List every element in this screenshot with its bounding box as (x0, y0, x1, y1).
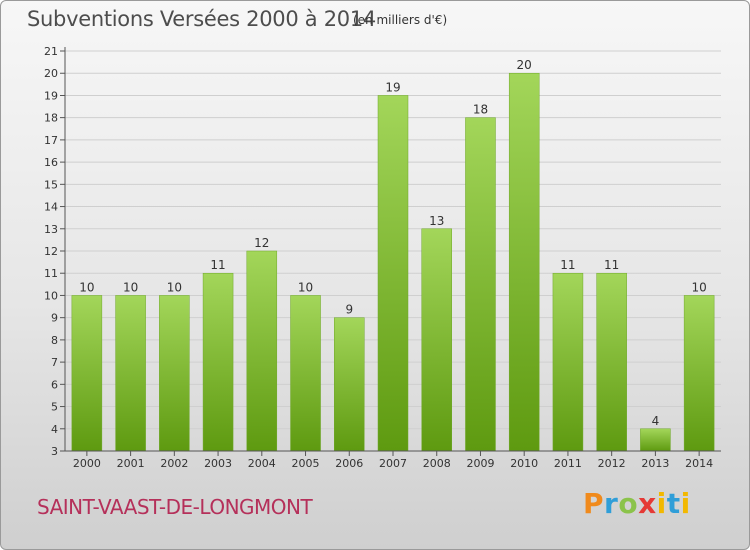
y-tick-label: 9 (51, 312, 58, 325)
data-label: 12 (254, 236, 269, 250)
y-axis-ticks: 3 4 5 6 7 8 9 10 11 12 13 14 15 16 17 18 19 20 21 (44, 45, 65, 458)
y-tick-label: 3 (51, 445, 58, 458)
x-tick-label: 2014 (685, 457, 713, 470)
bar (71, 295, 103, 452)
bar (377, 95, 409, 452)
x-tick-label: 2009 (466, 457, 494, 470)
y-tick-label: 18 (44, 112, 58, 125)
y-tick-label: 13 (44, 223, 58, 236)
bar (508, 72, 540, 452)
logo-letter: o (618, 487, 639, 520)
data-label: 18 (473, 103, 488, 117)
proxiti-logo[interactable]: Proxiti (583, 487, 691, 520)
data-label: 11 (210, 258, 225, 272)
data-label: 10 (691, 280, 706, 294)
bar (465, 117, 496, 452)
x-axis-ticks: 2000 2001 2002 2003 2004 2005 2006 2007 2008 2009… (73, 451, 713, 470)
y-tick-label: 19 (44, 89, 58, 102)
data-label: 11 (560, 258, 575, 272)
logo-letter: P (583, 487, 605, 520)
axes (64, 47, 721, 452)
data-label: 19 (385, 80, 400, 94)
logo-letter: r (604, 487, 619, 520)
x-tick-label: 2001 (117, 457, 145, 470)
data-label: 10 (79, 280, 94, 294)
y-tick-label: 11 (44, 267, 58, 280)
bars: 10 10 10 11 12 10 9 19 13 18 20 11 11 4 10 (71, 58, 715, 452)
bar (290, 295, 321, 452)
data-label: 11 (604, 258, 619, 272)
x-tick-label: 2003 (204, 457, 232, 470)
x-tick-label: 2013 (641, 457, 669, 470)
x-tick-label: 2007 (379, 457, 407, 470)
commune-name: SAINT-VAAST-DE-LONGMONT (37, 495, 313, 519)
chart-title: Subventions Versées 2000 à 2014 (27, 7, 376, 31)
data-label: 13 (429, 214, 444, 228)
bar (421, 228, 452, 452)
x-tick-label: 2004 (248, 457, 276, 470)
x-tick-label: 2012 (598, 457, 626, 470)
y-tick-label: 6 (51, 378, 58, 391)
data-label: 10 (167, 280, 182, 294)
x-tick-label: 2002 (160, 457, 188, 470)
y-tick-label: 20 (44, 67, 58, 80)
x-tick-label: 2000 (73, 457, 101, 470)
bar (159, 295, 190, 452)
bar (246, 250, 278, 452)
chart-unit: (en milliers d'€) (353, 13, 448, 27)
x-tick-label: 2010 (510, 457, 538, 470)
logo-letter: i (680, 487, 691, 520)
data-label: 9 (345, 303, 353, 317)
x-tick-label: 2008 (423, 457, 451, 470)
logo-letter: t (666, 487, 681, 520)
y-tick-label: 12 (44, 245, 58, 258)
data-label: 4 (652, 414, 660, 428)
logo-letter: i (656, 487, 667, 520)
data-label: 10 (123, 280, 138, 294)
y-tick-label: 4 (51, 423, 58, 436)
y-tick-label: 15 (44, 178, 58, 191)
bar (683, 295, 715, 452)
y-tick-label: 5 (51, 401, 58, 414)
bar (640, 428, 671, 452)
x-tick-label: 2006 (335, 457, 363, 470)
y-tick-label: 7 (51, 356, 58, 369)
x-tick-label: 2005 (292, 457, 320, 470)
data-label: 20 (517, 58, 532, 72)
y-tick-label: 17 (44, 134, 58, 147)
y-tick-label: 8 (51, 334, 58, 347)
y-tick-label: 14 (44, 201, 58, 214)
y-tick-label: 10 (44, 289, 58, 302)
y-tick-label: 21 (44, 45, 58, 58)
bar (596, 272, 627, 452)
x-tick-label: 2011 (554, 457, 582, 470)
logo-letter: x (638, 487, 657, 520)
bar (115, 295, 146, 452)
bar (552, 272, 584, 452)
bar (334, 317, 365, 452)
bar (202, 272, 234, 452)
y-tick-label: 16 (44, 156, 58, 169)
data-label: 10 (298, 280, 313, 294)
